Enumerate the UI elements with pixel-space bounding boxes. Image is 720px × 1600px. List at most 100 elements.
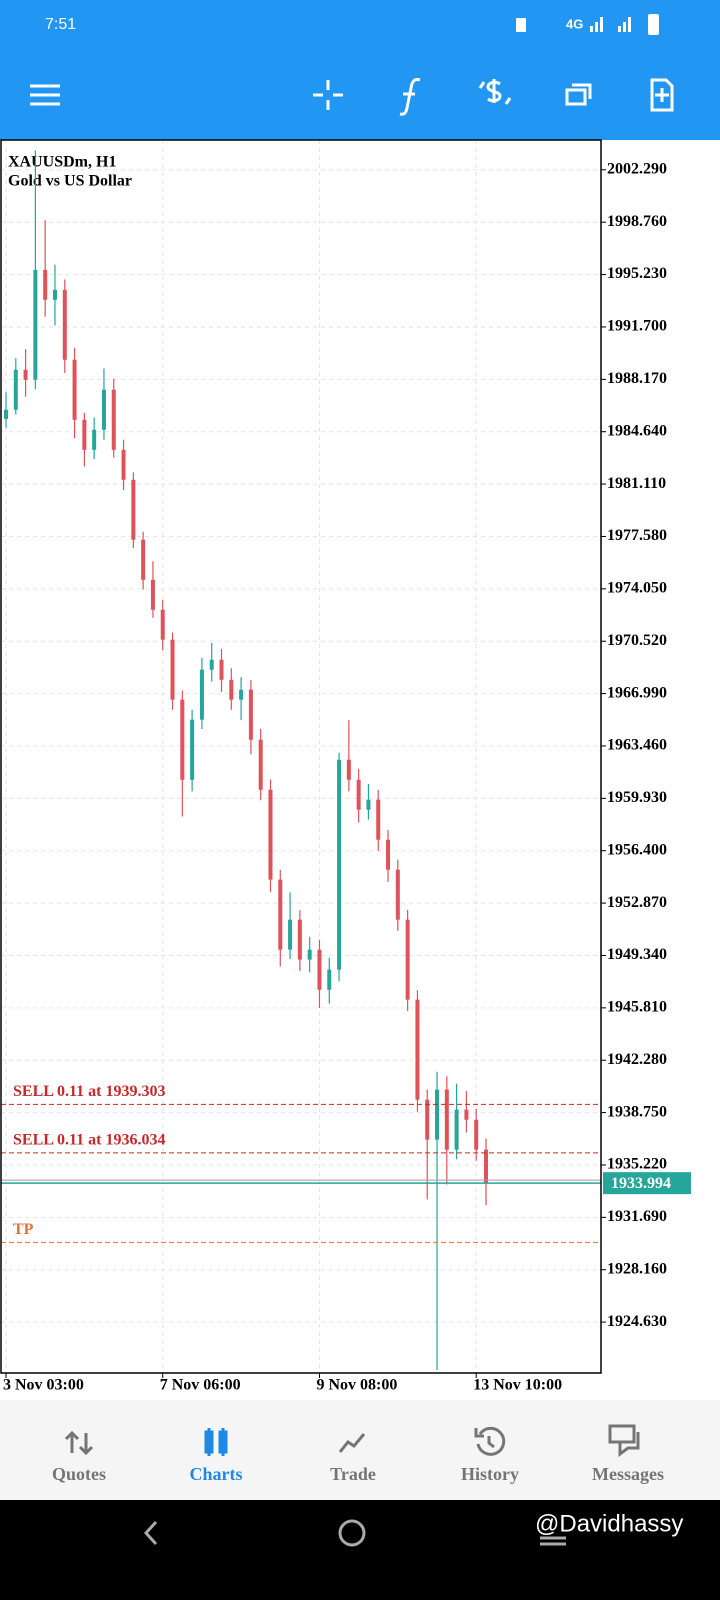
candle-body — [405, 919, 410, 1000]
y-tick-label: 1959.930 — [607, 789, 667, 806]
candle-body — [317, 949, 322, 990]
y-tick-label: 1945.810 — [607, 999, 667, 1016]
y-tick-label: 1984.640 — [607, 422, 667, 439]
watermark: @Davidhassy — [535, 1510, 683, 1537]
tab-label[interactable]: Trade — [330, 1464, 376, 1484]
tab-label[interactable]: History — [461, 1464, 519, 1484]
quotes-icon[interactable] — [64, 1430, 94, 1456]
candle-body — [278, 879, 283, 950]
candle-body — [52, 289, 57, 300]
candle-body — [62, 289, 67, 360]
candle-body — [131, 479, 136, 540]
nav-bar — [0, 1500, 720, 1600]
toolbar[interactable] — [30, 78, 674, 116]
candle-body — [239, 689, 244, 700]
candle-body — [474, 1119, 479, 1150]
candle-body — [4, 409, 8, 419]
order-label: SELL 0.11 at 1939.303 — [13, 1083, 165, 1100]
y-tick-label: 1949.340 — [607, 946, 667, 963]
candle-body — [33, 269, 38, 380]
x-tick-label: 13 Nov 10:00 — [473, 1377, 562, 1394]
candle-body — [376, 799, 381, 840]
y-tick-label: 1998.760 — [607, 213, 667, 230]
tp-label: TP — [13, 1221, 34, 1238]
candle-body — [248, 689, 253, 740]
candle-body — [101, 389, 106, 430]
y-tick-label: 1956.400 — [607, 841, 667, 858]
candle-body — [258, 739, 263, 790]
y-tick-label: 1963.460 — [607, 737, 667, 754]
candle-body — [307, 949, 312, 960]
candle-body — [464, 1109, 469, 1120]
y-tick-label: 1952.870 — [607, 894, 667, 911]
candle-body — [395, 869, 400, 920]
x-tick-label: 9 Nov 08:00 — [316, 1377, 397, 1394]
candle-body — [346, 759, 351, 780]
menu-icon[interactable] — [30, 84, 60, 106]
order-label: SELL 0.11 at 1936.034 — [13, 1132, 165, 1149]
trade-icon[interactable] — [478, 79, 512, 105]
candle-body — [444, 1089, 449, 1150]
candle-body — [288, 919, 293, 950]
chart-title: XAUUSDm, H1 — [8, 154, 116, 171]
system-nav[interactable] — [143, 1519, 566, 1547]
y-tick-label: 1928.160 — [607, 1260, 667, 1277]
candle-body — [327, 969, 332, 990]
tab-label[interactable]: Messages — [592, 1464, 664, 1484]
candle-body — [219, 659, 224, 680]
y-tick-label: 1988.170 — [607, 370, 667, 387]
candle-body — [111, 389, 116, 450]
history-icon[interactable] — [474, 1426, 506, 1456]
candle-body — [337, 759, 342, 970]
y-tick-label: 1924.630 — [607, 1313, 667, 1330]
tab-label[interactable]: Quotes — [52, 1464, 106, 1484]
candle-body — [23, 369, 28, 380]
plot-frame — [0, 139, 602, 1374]
candle-body — [484, 1149, 488, 1184]
x-tick-label: 3 Nov 03:00 — [3, 1377, 84, 1394]
tab-label[interactable]: Charts — [190, 1464, 243, 1484]
new-chart-icon[interactable] — [650, 78, 674, 112]
y-tick-label: 1995.230 — [607, 265, 667, 282]
candle-body — [454, 1109, 459, 1150]
candle-body — [72, 359, 77, 420]
candle-body — [180, 699, 185, 780]
messages-icon[interactable] — [608, 1424, 640, 1457]
bid-label: 1933.994 — [611, 1175, 671, 1192]
chart-area: XAUUSDm, H1 Gold vs US Dollar SELL 0.11 … — [1, 140, 601, 1373]
charts-icon[interactable] — [204, 1428, 228, 1456]
tab-bar — [0, 1400, 720, 1500]
candle-body — [141, 539, 146, 580]
candle-body — [386, 839, 391, 870]
candle-body — [82, 419, 87, 450]
candle-body — [356, 779, 361, 810]
candle-body — [209, 659, 214, 670]
windows-icon[interactable] — [565, 83, 592, 106]
candle-body — [160, 609, 165, 640]
candle-body — [435, 1089, 440, 1140]
candle-body — [13, 369, 18, 410]
crosshair-icon[interactable] — [313, 80, 343, 110]
y-tick-label: 1931.690 — [607, 1208, 667, 1225]
candle-body — [121, 449, 126, 480]
y-tick-label: 1935.220 — [607, 1156, 667, 1173]
y-tick-label: 1974.050 — [607, 580, 667, 597]
y-tick-label: 1977.580 — [607, 527, 667, 544]
indicator-icon[interactable] — [399, 78, 421, 116]
candle-body — [297, 919, 302, 960]
candle-body — [268, 789, 273, 880]
status-icons — [516, 14, 659, 35]
trade-icon[interactable] — [338, 1433, 366, 1453]
candle-body — [415, 999, 420, 1100]
y-tick-label: 1991.700 — [607, 318, 667, 335]
candle-body — [425, 1099, 430, 1140]
bid-box — [603, 1172, 691, 1195]
y-tick-label: 1981.110 — [607, 475, 666, 492]
y-tick-label: 1942.280 — [607, 1051, 667, 1068]
chart-subtitle: Gold vs US Dollar — [8, 173, 132, 190]
candle-body — [170, 639, 175, 700]
network: 4G — [566, 16, 583, 31]
candle-body — [92, 429, 97, 450]
candle-body — [190, 719, 195, 780]
